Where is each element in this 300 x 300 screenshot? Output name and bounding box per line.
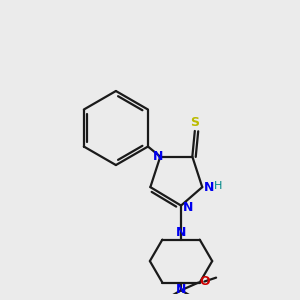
Text: S: S	[190, 116, 199, 129]
Text: O: O	[200, 275, 210, 288]
Text: N: N	[204, 181, 214, 194]
Text: N: N	[176, 226, 186, 239]
Text: N: N	[153, 150, 164, 163]
Text: N: N	[176, 284, 186, 296]
Text: H: H	[214, 181, 222, 191]
Text: N: N	[183, 201, 194, 214]
